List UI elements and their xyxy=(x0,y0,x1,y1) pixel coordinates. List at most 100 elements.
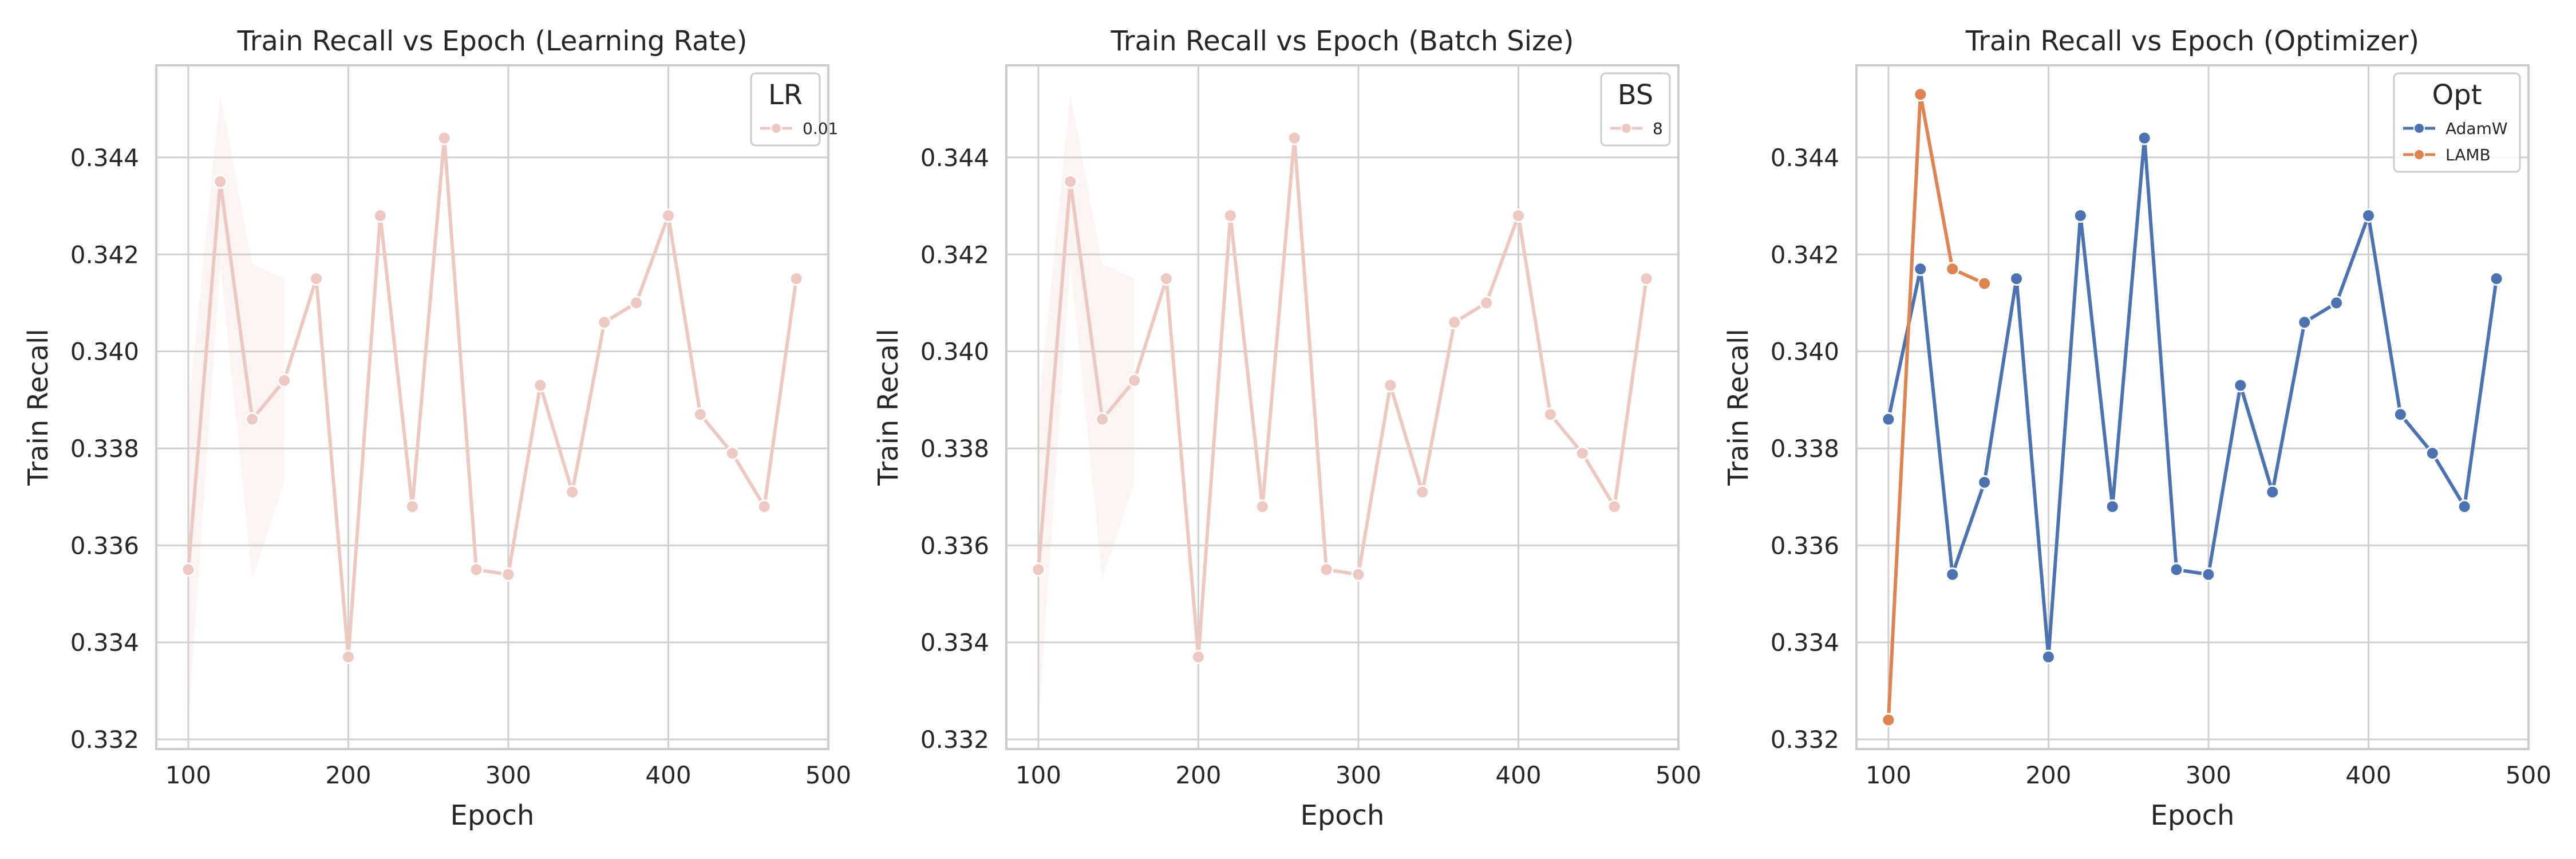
data-point xyxy=(309,271,324,286)
data-point xyxy=(469,562,484,577)
data-point xyxy=(757,499,772,514)
data-point xyxy=(1383,378,1398,393)
data-point xyxy=(1319,562,1334,577)
y-tick-label: 0.344 xyxy=(70,144,139,172)
x-tick-label: 400 xyxy=(645,761,691,789)
data-point xyxy=(1063,174,1078,189)
data-point xyxy=(501,567,516,582)
data-point xyxy=(2105,499,2120,514)
y-tick-label: 0.344 xyxy=(920,144,989,172)
data-point xyxy=(1095,412,1110,427)
data-point xyxy=(1447,315,1462,330)
data-point xyxy=(1191,649,1206,664)
y-axis-label: Train Recall xyxy=(22,329,54,486)
chart-panel-1: 100 200 300 400 500 0.332 0.334 0.336 0.338 0.340… xyxy=(22,25,851,832)
data-point xyxy=(597,315,612,330)
data-point xyxy=(2489,271,2504,286)
data-point xyxy=(1511,208,1526,223)
x-axis-label: Epoch xyxy=(451,799,535,832)
y-tick-label: 0.334 xyxy=(1771,629,1839,657)
x-tick-label: 300 xyxy=(2186,761,2231,789)
data-point xyxy=(277,373,292,388)
chart-title: Train Recall vs Epoch (Learning Rate) xyxy=(237,25,748,57)
confidence-band xyxy=(1038,94,1135,725)
y-tick-label: 0.336 xyxy=(920,531,989,559)
legend-title: Opt xyxy=(2432,79,2482,111)
data-point xyxy=(2233,378,2248,393)
data-point xyxy=(2009,271,2024,286)
x-tick-label: 400 xyxy=(2345,761,2391,789)
chart-panel-2: 100 200 300 400 500 0.332 0.334 0.336 0.338 0.340… xyxy=(872,25,1701,832)
data-point xyxy=(373,208,388,223)
legend-swatch-marker xyxy=(1621,123,1632,134)
data-point xyxy=(1639,271,1654,286)
data-point xyxy=(2073,208,2088,223)
x-tick-label: 500 xyxy=(805,761,851,789)
y-tick-label: 0.342 xyxy=(920,241,989,269)
data-point xyxy=(1945,567,1960,582)
y-tick-label: 0.332 xyxy=(920,726,989,754)
legend-title: LR xyxy=(768,79,803,111)
legend: LR0.01 xyxy=(750,72,838,147)
y-tick-label: 0.342 xyxy=(1771,241,1839,269)
data-point xyxy=(1945,262,1960,277)
x-tick-label: 500 xyxy=(2506,761,2551,789)
data-point xyxy=(1351,567,1366,582)
data-point xyxy=(2265,484,2280,499)
data-point xyxy=(1575,446,1590,460)
data-point xyxy=(789,271,804,286)
x-tick-label: 200 xyxy=(1175,761,1221,789)
data-point xyxy=(533,378,548,393)
y-axis-label: Train Recall xyxy=(872,329,904,486)
data-point xyxy=(245,412,260,427)
series-line-LAMB xyxy=(1886,92,1985,720)
data-point xyxy=(1127,373,1142,388)
legend-label: 0.01 xyxy=(803,119,838,138)
data-point xyxy=(405,499,420,514)
y-tick-label: 0.338 xyxy=(70,435,139,463)
data-point xyxy=(181,562,196,577)
data-point xyxy=(1223,208,1238,223)
data-point xyxy=(1415,484,1430,499)
y-tick-label: 0.340 xyxy=(1771,338,1839,366)
y-tick-label: 0.340 xyxy=(70,338,139,366)
data-point xyxy=(1881,712,1896,727)
data-point xyxy=(2393,407,2408,422)
data-point xyxy=(2329,295,2344,310)
data-point xyxy=(437,131,452,145)
data-point xyxy=(1913,87,1928,102)
legend-title: BS xyxy=(1618,79,1654,111)
data-point xyxy=(2361,208,2376,223)
y-tick-label: 0.340 xyxy=(920,338,989,366)
y-tick-label: 0.336 xyxy=(70,531,139,559)
x-axis-label: Epoch xyxy=(2151,799,2235,832)
chart-title: Train Recall vs Epoch (Optimizer) xyxy=(1965,25,2419,57)
confidence-band xyxy=(188,94,285,725)
x-tick-label: 100 xyxy=(1016,761,1061,789)
data-point xyxy=(2041,649,2056,664)
data-point xyxy=(1159,271,1174,286)
plot-frame xyxy=(155,64,829,750)
data-point xyxy=(2297,315,2312,330)
y-tick-label: 0.334 xyxy=(920,629,989,657)
x-axis-label: Epoch xyxy=(1301,799,1385,832)
x-tick-label: 400 xyxy=(1495,761,1541,789)
data-point xyxy=(2137,131,2152,145)
legend: BS 8 xyxy=(1600,72,1671,147)
data-point xyxy=(725,446,740,460)
x-tick-label: 100 xyxy=(1866,761,1911,789)
legend-box xyxy=(2393,72,2521,173)
legend-swatch-marker xyxy=(771,123,782,134)
data-point xyxy=(341,649,355,664)
plot-area xyxy=(156,65,828,749)
x-tick-label: 500 xyxy=(1656,761,1701,789)
data-point xyxy=(2425,446,2440,460)
plot-area xyxy=(1856,65,2528,749)
y-tick-label: 0.342 xyxy=(70,241,139,269)
plot-area xyxy=(1006,65,1678,749)
x-tick-label: 200 xyxy=(325,761,371,789)
series-line-AdamW xyxy=(1886,136,2499,659)
series-line-8 xyxy=(1036,136,1649,659)
x-tick-label: 300 xyxy=(485,761,531,789)
